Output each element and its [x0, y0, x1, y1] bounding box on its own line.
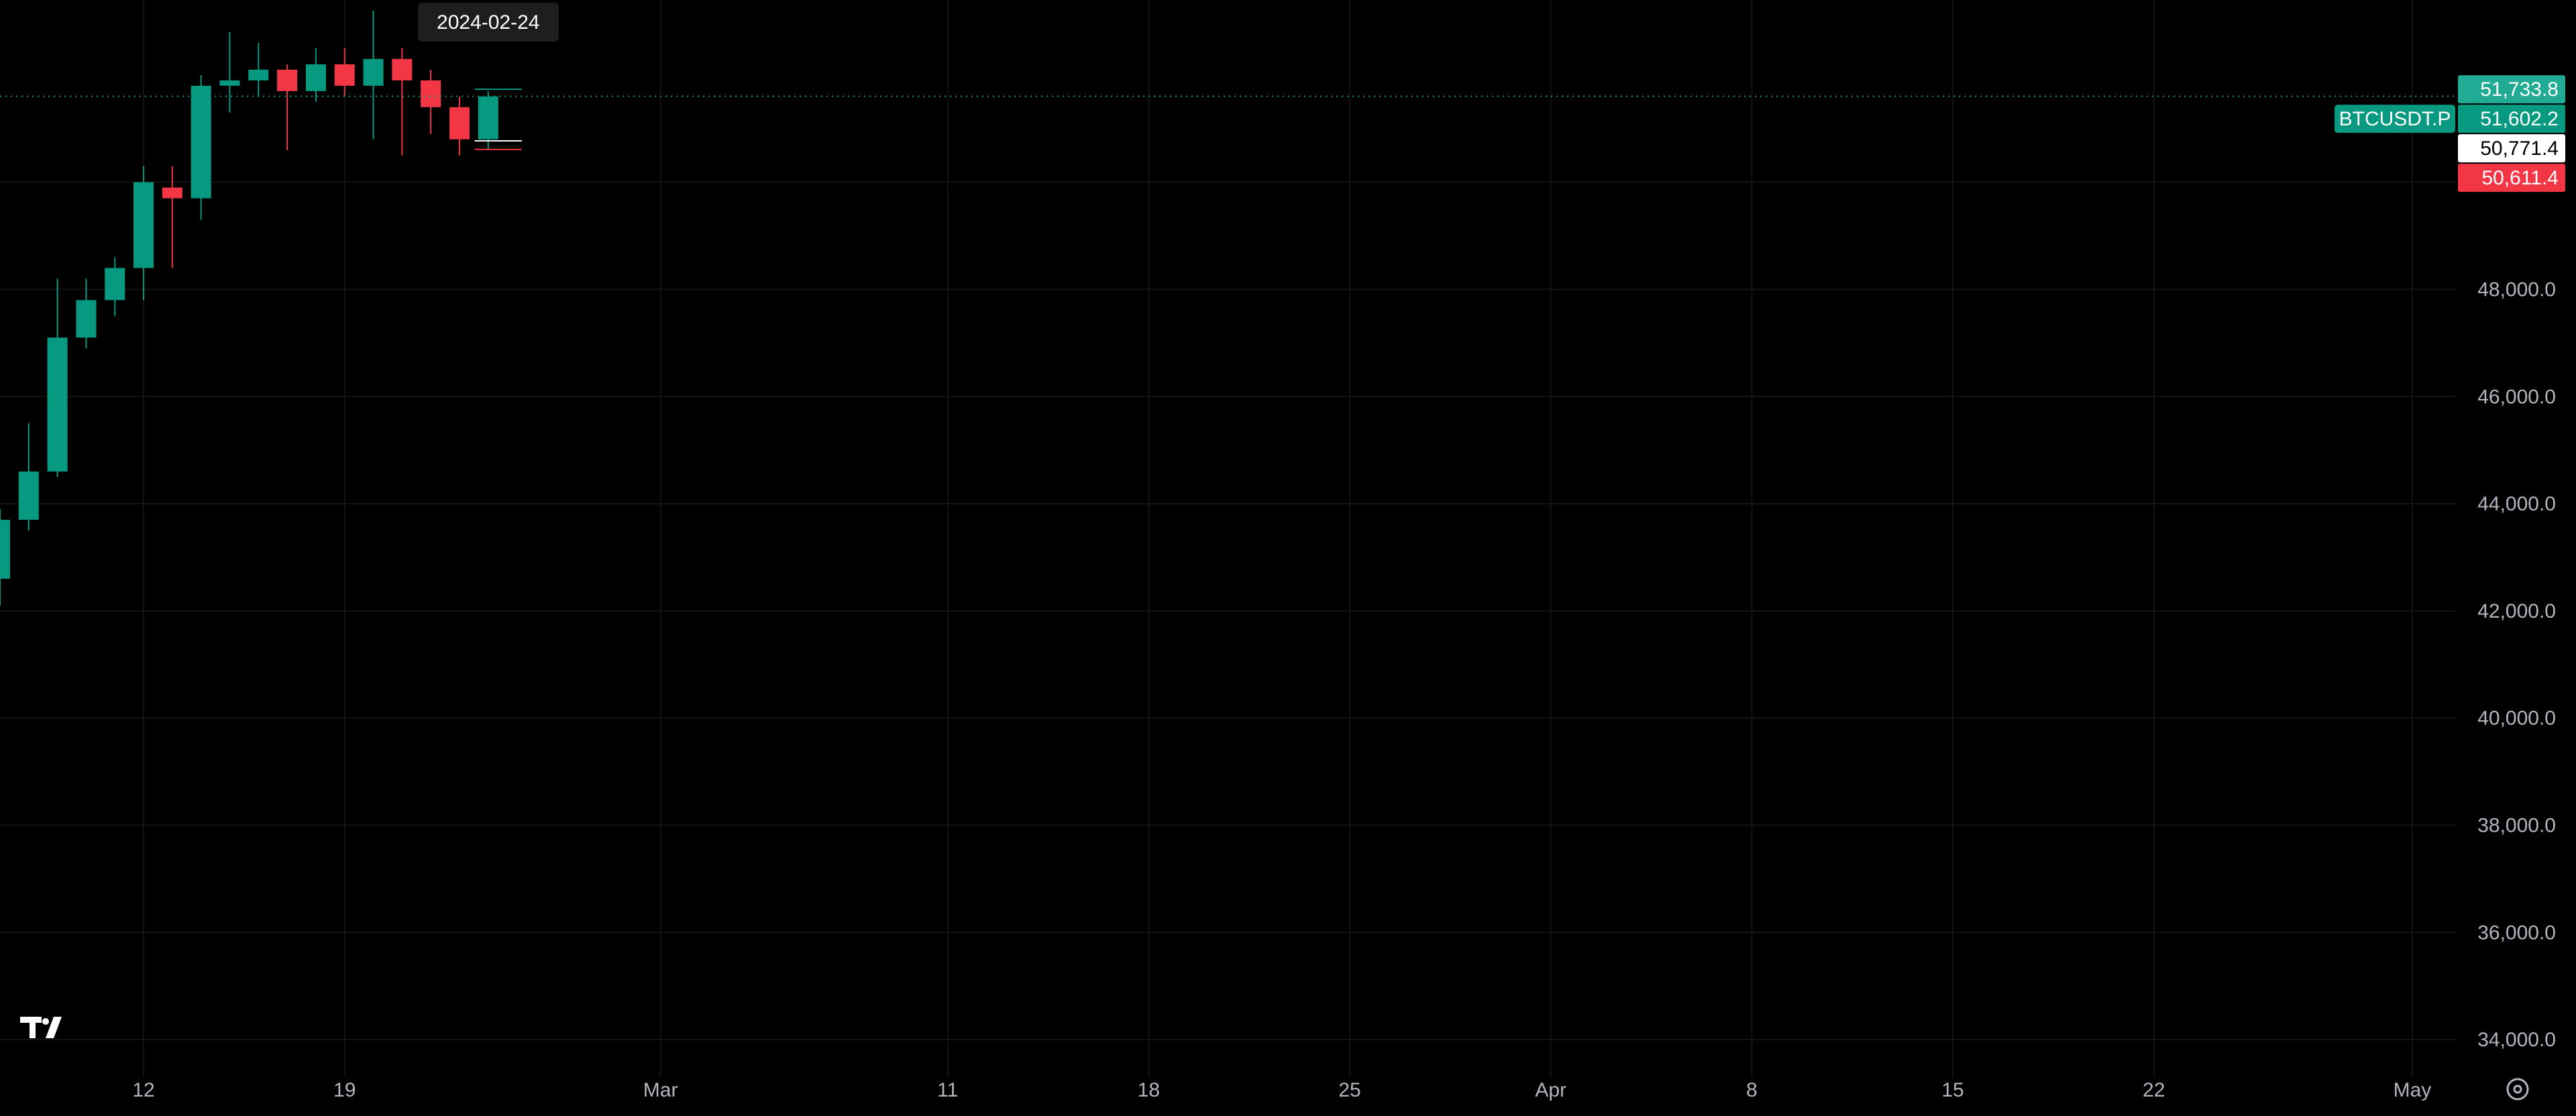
candle-body[interactable] [18, 471, 39, 520]
x-tick-label: 12 [132, 1079, 154, 1101]
candle-body[interactable] [162, 187, 182, 199]
candle-body[interactable] [305, 64, 326, 91]
price-label-box [2458, 164, 2565, 192]
price-label-box [2458, 75, 2565, 104]
candle-body[interactable] [478, 96, 498, 140]
grid [0, 0, 2455, 1077]
candle-body[interactable] [0, 520, 10, 579]
y-tick-label: 34,000.0 [2477, 1029, 2556, 1051]
x-tick-label: 22 [2143, 1079, 2165, 1101]
x-tick-label: 15 [1941, 1079, 1964, 1101]
x-tick-label: 11 [937, 1079, 958, 1101]
time-axis[interactable]: 12 19 Mar 11 18 25 Apr 8 15 22 May [132, 1079, 2431, 1101]
candle-body[interactable] [334, 64, 355, 86]
y-tick-label: 36,000.0 [2477, 922, 2556, 944]
x-tick-label: 8 [1746, 1079, 1758, 1101]
candle-body[interactable] [363, 58, 384, 86]
candle-body[interactable] [105, 268, 125, 300]
candle-body[interactable] [191, 85, 211, 199]
logo-stem [30, 1017, 36, 1038]
x-tick-label: Apr [1535, 1079, 1566, 1101]
gear-hub [2513, 1084, 2522, 1094]
y-tick-label: 38,000.0 [2477, 814, 2556, 836]
y-tick-label: 44,000.0 [2477, 493, 2556, 515]
date-tooltip-box [417, 3, 559, 42]
price-label: 51,602.2 [2480, 108, 2559, 130]
price-labels: 51,733.8 51,602.2 BTCUSDT.P 50,771.4 50,611.… [2334, 75, 2565, 192]
price-label-box [2458, 105, 2565, 133]
price-label: 50,771.4 [2480, 137, 2559, 160]
y-tick-label: 42,000.0 [2477, 600, 2556, 622]
x-tick-label: 25 [1338, 1079, 1360, 1101]
x-tick-label: May [2394, 1079, 2432, 1101]
x-tick-label: 19 [333, 1079, 356, 1101]
candles[interactable] [0, 10, 498, 606]
symbol-badge-box [2334, 105, 2455, 133]
x-tick-label: Mar [643, 1079, 678, 1101]
candle-body[interactable] [76, 300, 97, 338]
candle-body[interactable] [277, 69, 298, 91]
gear-ring [2506, 1078, 2529, 1101]
candle-body[interactable] [421, 80, 441, 107]
symbol-badge: BTCUSDT.P [2339, 108, 2451, 130]
date-tooltip-label: 2024-02-24 [437, 11, 539, 34]
date-tooltip: 2024-02-24 [417, 3, 559, 42]
price-label: 51,733.8 [2480, 78, 2559, 101]
candle-body[interactable] [449, 107, 470, 140]
price-label-box [2458, 134, 2565, 163]
price-label: 50,611.4 [2481, 167, 2559, 189]
y-tick-label: 46,000.0 [2477, 386, 2556, 408]
price-axis[interactable]: 34,000.0 36,000.0 38,000.0 40,000.0 42,000.0… [2477, 172, 2556, 1051]
price-lines [0, 89, 2455, 150]
x-tick-label: 18 [1138, 1079, 1160, 1101]
gear-icon[interactable] [2506, 1078, 2529, 1101]
y-tick-label: 40,000.0 [2477, 708, 2556, 730]
logo-dot [42, 1018, 49, 1025]
candle-body[interactable] [133, 182, 154, 268]
candle-body[interactable] [248, 69, 269, 80]
candle-body[interactable] [219, 80, 240, 86]
y-tick-label: 48,000.0 [2477, 278, 2556, 300]
logo-slash [46, 1017, 62, 1038]
candle-body[interactable] [392, 58, 413, 80]
candle-body[interactable] [47, 337, 68, 472]
tradingview-logo[interactable] [20, 1017, 62, 1038]
